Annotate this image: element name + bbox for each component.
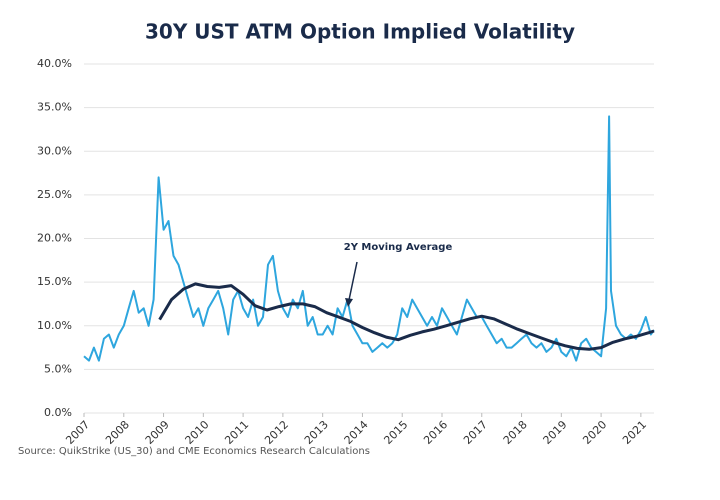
series-line [83,115,655,362]
x-tick-label: 2009 [143,418,172,447]
arrow-head [345,298,353,307]
y-tick-label: 20.0% [37,232,72,245]
source-note: Source: QuikStrike (US_30) and CME Econo… [18,446,370,457]
x-tick-label: 2017 [461,418,490,447]
y-tick-label: 30.0% [37,144,72,157]
y-tick-label: 0.0% [44,406,72,419]
x-tick-label: 2013 [302,418,331,447]
y-tick-label: 40.0% [37,57,72,70]
x-tick-label: 2021 [620,418,649,447]
annotation: 2Y Moving Average [344,242,453,253]
x-tick-label: 2010 [183,418,212,447]
series-line [158,282,655,351]
x-tick-label: 2007 [63,418,92,447]
x-tick-label: 2019 [541,418,570,447]
x-tick-label: 2008 [103,418,132,447]
y-tick-label: 35.0% [37,101,72,114]
x-tick-label: 2012 [262,418,291,447]
y-tick-label: 10.0% [37,319,72,332]
x-tick-label: 2014 [342,418,371,447]
y-tick-label: 25.0% [37,188,72,201]
x-tick-label: 2011 [222,418,251,447]
x-tick-label: 2020 [580,418,609,447]
chart-title: 30Y UST ATM Option Implied Volatility [145,20,575,44]
x-tick-label: 2016 [421,418,450,447]
y-tick-label: 15.0% [37,275,72,288]
annotation-arrow [348,261,358,301]
x-tick-label: 2015 [381,418,410,447]
y-tick-label: 5.0% [44,362,72,375]
x-tick-label: 2018 [501,418,530,447]
